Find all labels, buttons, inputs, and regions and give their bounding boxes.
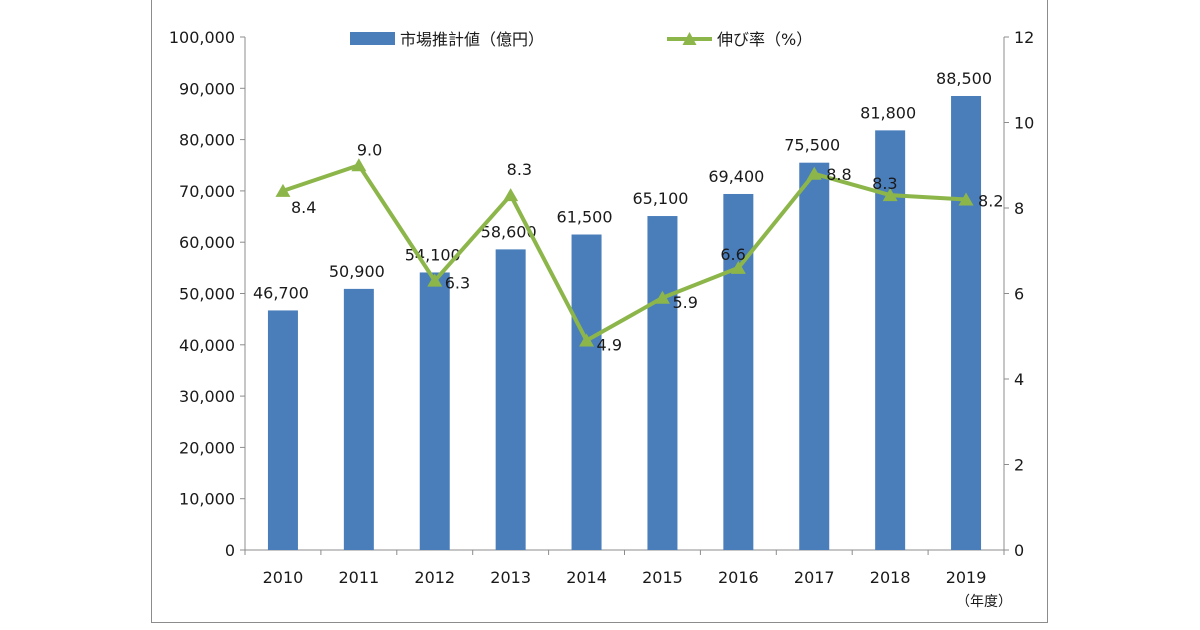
legend-triangle-marker-icon (682, 32, 697, 45)
line-value-label: 8.2 (978, 191, 1003, 210)
legend-bar-label: 市場推計値（億円） (400, 30, 544, 49)
right-tick-label: 0 (1014, 541, 1024, 560)
line-value-label: 5.9 (672, 293, 697, 312)
line-value-label: 6.3 (445, 274, 470, 293)
line-value-label: 8.4 (291, 198, 316, 217)
x-tick-label: 2012 (414, 568, 455, 587)
left-tick-label: 0 (225, 541, 235, 560)
bar (571, 234, 602, 550)
left-tick-label: 50,000 (179, 285, 235, 304)
bar-value-label: 65,100 (632, 189, 688, 208)
bar (267, 310, 298, 550)
right-tick-label: 8 (1014, 199, 1024, 218)
bar (343, 288, 374, 550)
bar-value-label: 75,500 (784, 136, 840, 155)
bar (799, 162, 830, 550)
line-value-label: 4.9 (597, 336, 622, 355)
bar-value-label: 50,900 (329, 262, 385, 281)
bar-value-label: 81,800 (860, 103, 916, 122)
line-value-label: 8.8 (826, 165, 851, 184)
right-tick-label: 6 (1014, 285, 1024, 304)
line-data-labels: 8.4 9.0 6.3 8.3 4.9 5.9 6.6 8.8 8.3 8.2 (291, 140, 1004, 354)
line-value-label: 6.6 (720, 245, 745, 264)
right-tick-label: 4 (1014, 370, 1024, 389)
x-tick-label: 2016 (718, 568, 759, 587)
triangle-marker-icon (730, 260, 746, 274)
right-tick-label: 10 (1014, 114, 1034, 133)
right-tick-label: 12 (1014, 28, 1034, 47)
bar-value-label: 46,700 (253, 283, 309, 302)
right-tick-label: 2 (1014, 456, 1024, 475)
line-value-label: 8.3 (507, 160, 532, 179)
bar-value-label: 58,600 (481, 222, 537, 241)
left-tick-label: 70,000 (179, 182, 235, 201)
x-tick-label: 2011 (338, 568, 379, 587)
triangle-marker-icon (351, 158, 367, 172)
x-axis-unit-label: （年度） (956, 594, 1012, 610)
triangle-marker-icon (579, 333, 595, 347)
triangle-marker-icon (882, 188, 898, 202)
legend: 市場推計値（億円） 伸び率（%） (350, 30, 812, 49)
bar-value-label: 69,400 (708, 167, 764, 186)
combo-chart: 0 10,000 20,000 30,000 40,000 50,000 60,000 70,… (169, 28, 1035, 610)
line-value-label: 9.0 (357, 140, 382, 159)
left-axis-ticks: 0 10,000 20,000 30,000 40,000 50,000 60,000 70,… (169, 28, 245, 560)
left-tick-label: 40,000 (179, 336, 235, 355)
x-tick-label: 2019 (946, 568, 987, 587)
right-axis-ticks: 0 2 4 6 8 10 12 (1004, 28, 1034, 560)
left-tick-label: 100,000 (169, 28, 235, 47)
bar (495, 249, 526, 550)
x-tick-label: 2014 (566, 568, 607, 587)
x-tick-label: 2018 (870, 568, 911, 587)
x-tick-label: 2015 (642, 568, 683, 587)
triangle-marker-icon (427, 273, 443, 287)
growth-line (282, 162, 967, 344)
line-value-label: 8.3 (872, 174, 897, 193)
legend-bar-swatch (350, 32, 395, 45)
left-tick-label: 60,000 (179, 233, 235, 252)
triangle-marker-icon (275, 183, 291, 197)
bar-series (267, 95, 982, 551)
x-tick-label: 2013 (490, 568, 531, 587)
left-tick-label: 20,000 (179, 438, 235, 457)
left-tick-label: 90,000 (179, 79, 235, 98)
bar (419, 272, 450, 550)
left-tick-label: 10,000 (179, 490, 235, 509)
bar-value-label: 61,500 (557, 208, 613, 227)
bar-data-labels: 46,70050,90054,10058,60061,50065,10069,4… (253, 69, 992, 302)
chart-frame: 0 10,000 20,000 30,000 40,000 50,000 60,000 70,… (151, 0, 1048, 623)
triangle-marker-icon (806, 166, 822, 180)
bar (951, 95, 982, 551)
triangle-marker-icon (503, 188, 519, 202)
x-tick-label: 2010 (263, 568, 304, 587)
left-tick-label: 80,000 (179, 131, 235, 150)
triangle-marker-icon (654, 290, 670, 304)
line-series (275, 158, 974, 347)
legend-line-label: 伸び率（%） (717, 30, 812, 49)
bar-value-label: 88,500 (936, 69, 992, 88)
x-axis-ticks: 2010 2011 2012 2013 2014 2015 2016 2017 2018 2019 (244, 550, 1005, 587)
triangle-marker-icon (958, 192, 974, 206)
bar (647, 216, 678, 551)
left-tick-label: 30,000 (179, 387, 235, 406)
x-tick-label: 2017 (794, 568, 835, 587)
